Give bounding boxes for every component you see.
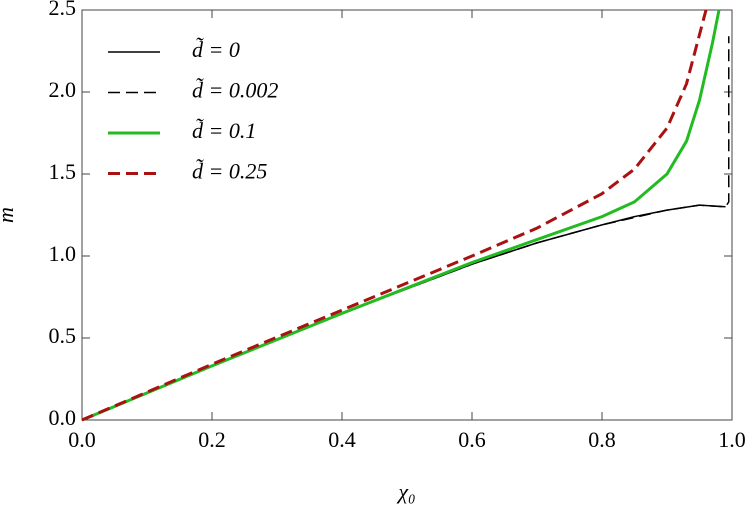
- y-tick-label: 0.5: [49, 323, 77, 348]
- x-axis-label: χ₀: [396, 479, 415, 504]
- series-line: [81, 204, 726, 421]
- x-tick-label: 1.0: [718, 427, 746, 452]
- y-tick-label: 2.5: [49, 0, 77, 20]
- y-axis-label: m: [0, 207, 18, 223]
- series-line: [81, 9, 721, 422]
- y-tick-label: 1.5: [49, 159, 77, 184]
- legend-label: d̃ = 0: [192, 37, 240, 62]
- legend-label: d̃ = 0.25: [192, 159, 267, 184]
- series-line: [81, 36, 730, 421]
- x-tick-label: 0.8: [588, 427, 616, 452]
- legend-label: d̃ = 0.1: [192, 118, 256, 143]
- y-tick-label: 1.0: [49, 241, 77, 266]
- x-tick-label: 0.6: [458, 427, 486, 452]
- legend-label: d̃ = 0.002: [192, 78, 278, 103]
- x-tick-label: 0.2: [198, 427, 226, 452]
- x-tick-label: 0.4: [328, 427, 356, 452]
- x-tick-label: 0.0: [68, 427, 96, 452]
- y-tick-label: 2.0: [49, 77, 77, 102]
- y-tick-label: 0.0: [49, 405, 77, 430]
- plot-frame: [81, 9, 733, 421]
- series-line: [81, 9, 708, 422]
